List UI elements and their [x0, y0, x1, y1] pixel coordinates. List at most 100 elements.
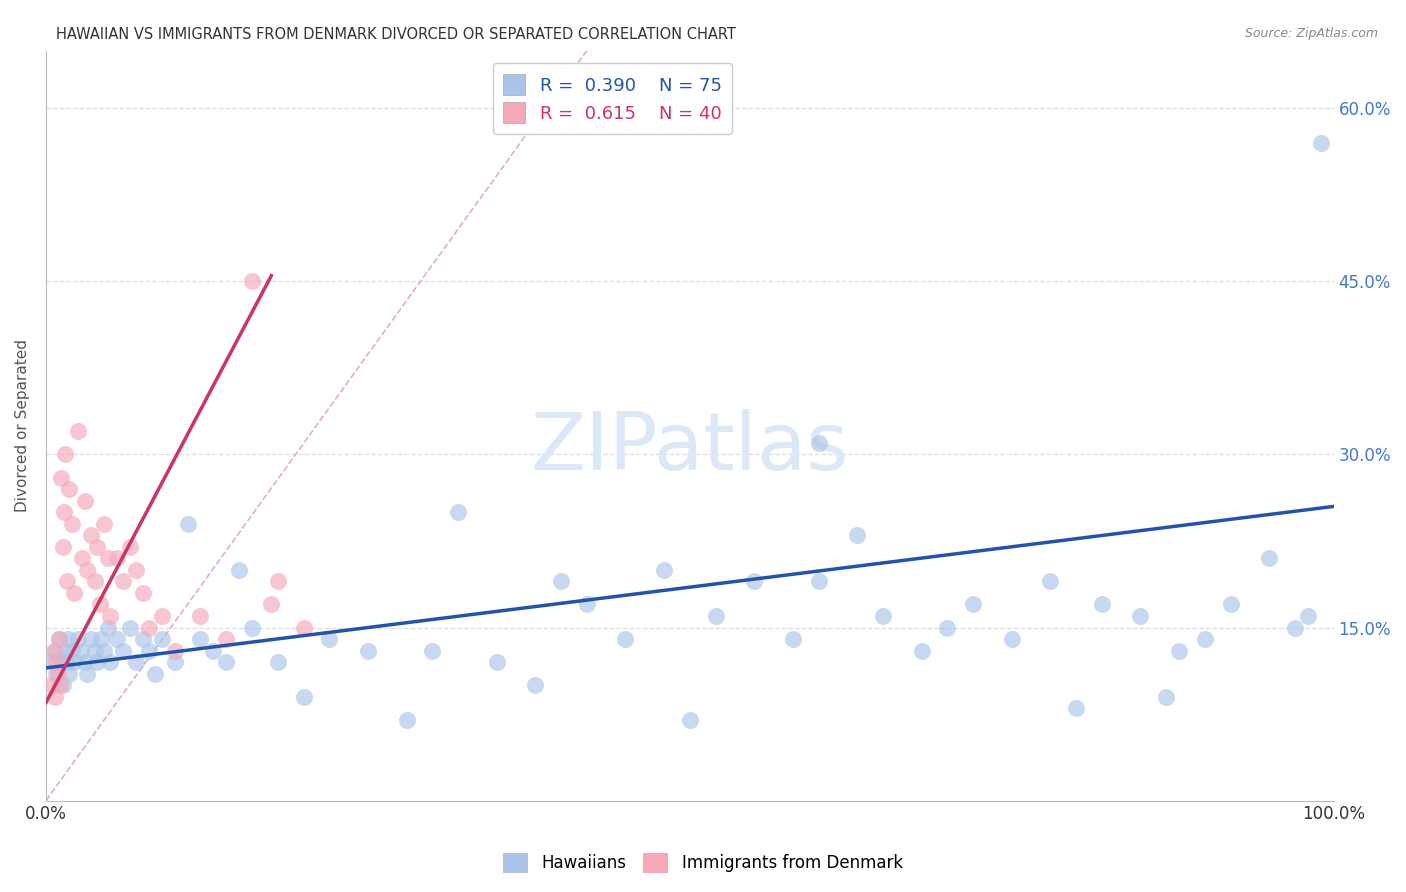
Point: [44, 690, 66, 704]
Point: [86, 540, 108, 554]
Point: [1194, 632, 1216, 646]
Point: [176, 516, 198, 531]
Point: [131, 632, 153, 646]
Point: [704, 609, 727, 624]
Point: [807, 436, 830, 450]
Point: [90, 632, 112, 646]
Point: [55, 655, 77, 669]
Point: [1039, 574, 1062, 589]
Point: [73, 493, 96, 508]
Point: [46, 666, 69, 681]
Point: [652, 563, 675, 577]
Legend: R =  0.390    N = 75, R =  0.615    N = 40: R = 0.390 N = 75, R = 0.615 N = 40: [492, 63, 733, 134]
Point: [138, 621, 160, 635]
Point: [52, 678, 75, 692]
Point: [1168, 643, 1191, 657]
Point: [1129, 609, 1152, 624]
Point: [131, 586, 153, 600]
Point: [41, 678, 63, 692]
Point: [51, 655, 73, 669]
Point: [163, 655, 186, 669]
Point: [49, 678, 72, 692]
Text: ZIPatlas: ZIPatlas: [530, 409, 849, 487]
Point: [44, 643, 66, 657]
Point: [292, 621, 315, 635]
Point: [150, 609, 173, 624]
Point: [742, 574, 765, 589]
Point: [52, 540, 75, 554]
Point: [1064, 701, 1087, 715]
Point: [48, 632, 70, 646]
Point: [125, 655, 148, 669]
Point: [98, 655, 121, 669]
Point: [48, 632, 70, 646]
Point: [1309, 136, 1331, 150]
Point: [1284, 621, 1306, 635]
Point: [86, 655, 108, 669]
Point: [60, 643, 83, 657]
Point: [76, 563, 98, 577]
Point: [76, 666, 98, 681]
Point: [60, 516, 83, 531]
Point: [260, 598, 283, 612]
Text: HAWAIIAN VS IMMIGRANTS FROM DENMARK DIVORCED OR SEPARATED CORRELATION CHART: HAWAIIAN VS IMMIGRANTS FROM DENMARK DIVO…: [56, 27, 737, 42]
Point: [125, 563, 148, 577]
Point: [118, 621, 141, 635]
Point: [138, 643, 160, 657]
Point: [846, 528, 869, 542]
Point: [936, 621, 959, 635]
Point: [83, 574, 105, 589]
Point: [97, 551, 120, 566]
Point: [55, 574, 77, 589]
Point: [83, 643, 105, 657]
Point: [1154, 690, 1177, 704]
Point: [112, 643, 135, 657]
Point: [782, 632, 804, 646]
Point: [679, 713, 702, 727]
Point: [105, 551, 128, 566]
Point: [485, 655, 508, 669]
Point: [58, 482, 80, 496]
Point: [575, 598, 598, 612]
Point: [215, 632, 238, 646]
Point: [872, 609, 894, 624]
Point: [420, 643, 443, 657]
Point: [202, 643, 225, 657]
Point: [93, 516, 115, 531]
Point: [112, 574, 135, 589]
Point: [118, 540, 141, 554]
Point: [63, 655, 86, 669]
Point: [962, 598, 984, 612]
Point: [1258, 551, 1281, 566]
Point: [89, 598, 111, 612]
Point: [150, 632, 173, 646]
Point: [93, 643, 115, 657]
Point: [53, 643, 76, 657]
Point: [98, 609, 121, 624]
Y-axis label: Divorced or Separated: Divorced or Separated: [15, 339, 30, 512]
Point: [1296, 609, 1319, 624]
Point: [56, 632, 79, 646]
Point: [70, 551, 93, 566]
Point: [63, 586, 86, 600]
Point: [97, 621, 120, 635]
Point: [58, 666, 80, 681]
Point: [240, 275, 263, 289]
Point: [145, 666, 167, 681]
Point: [395, 713, 418, 727]
Point: [105, 632, 128, 646]
Point: [550, 574, 572, 589]
Point: [190, 632, 212, 646]
Point: [524, 678, 547, 692]
Point: [357, 643, 380, 657]
Point: [1219, 598, 1241, 612]
Point: [1091, 598, 1114, 612]
Point: [215, 655, 238, 669]
Point: [447, 505, 470, 519]
Point: [41, 655, 63, 669]
Point: [1001, 632, 1024, 646]
Point: [67, 425, 90, 439]
Point: [267, 574, 290, 589]
Point: [80, 528, 103, 542]
Point: [45, 655, 67, 669]
